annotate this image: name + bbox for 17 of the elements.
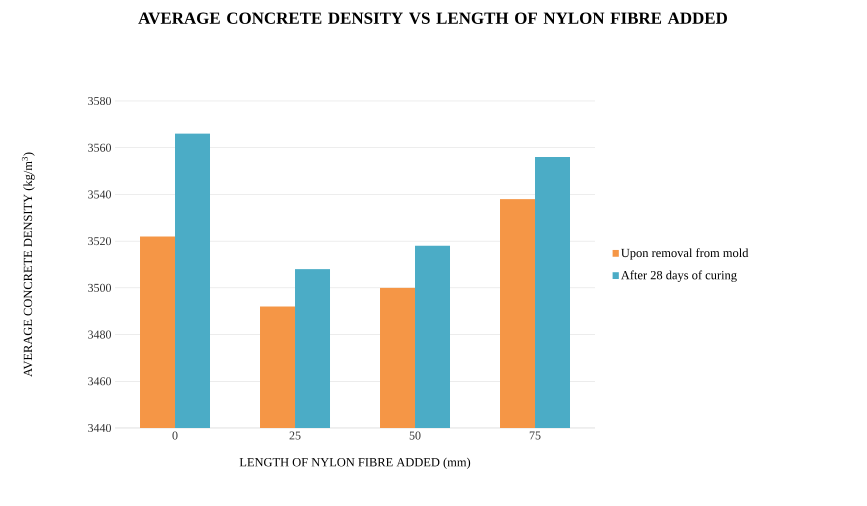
y-tick-label: 3500 bbox=[88, 284, 112, 292]
x-axis-title: LENGTH OF NYLON FIBRE ADDED (mm) bbox=[240, 458, 470, 469]
y-tick-label: 3540 bbox=[88, 190, 112, 198]
legend-label: Upon removal from mold bbox=[621, 248, 748, 260]
y-tick-label: 3440 bbox=[88, 424, 112, 432]
x-tick-label: 25 bbox=[290, 432, 301, 440]
legend-label: After 28 days of curing bbox=[620, 270, 737, 282]
y-tick-label: 3460 bbox=[88, 377, 112, 386]
y-tick-label: 3480 bbox=[88, 330, 112, 339]
y-tick-label: 3520 bbox=[88, 237, 112, 246]
x-tick-label: 75 bbox=[530, 432, 541, 440]
y-tick-label: 3560 bbox=[88, 144, 112, 152]
x-tick-label: 0 bbox=[172, 432, 178, 440]
y-axis-title: AVERAGE CONCRETE DENSITY (kg/m$^{3}$) bbox=[22, 152, 35, 377]
chart-title: AVERAGE CONCRETE DENSITY VS LENGTH OF NYLON FIBRE ADDED bbox=[138, 12, 727, 24]
y-tick-label: 3580 bbox=[88, 96, 112, 106]
x-tick-label: 50 bbox=[410, 432, 421, 440]
